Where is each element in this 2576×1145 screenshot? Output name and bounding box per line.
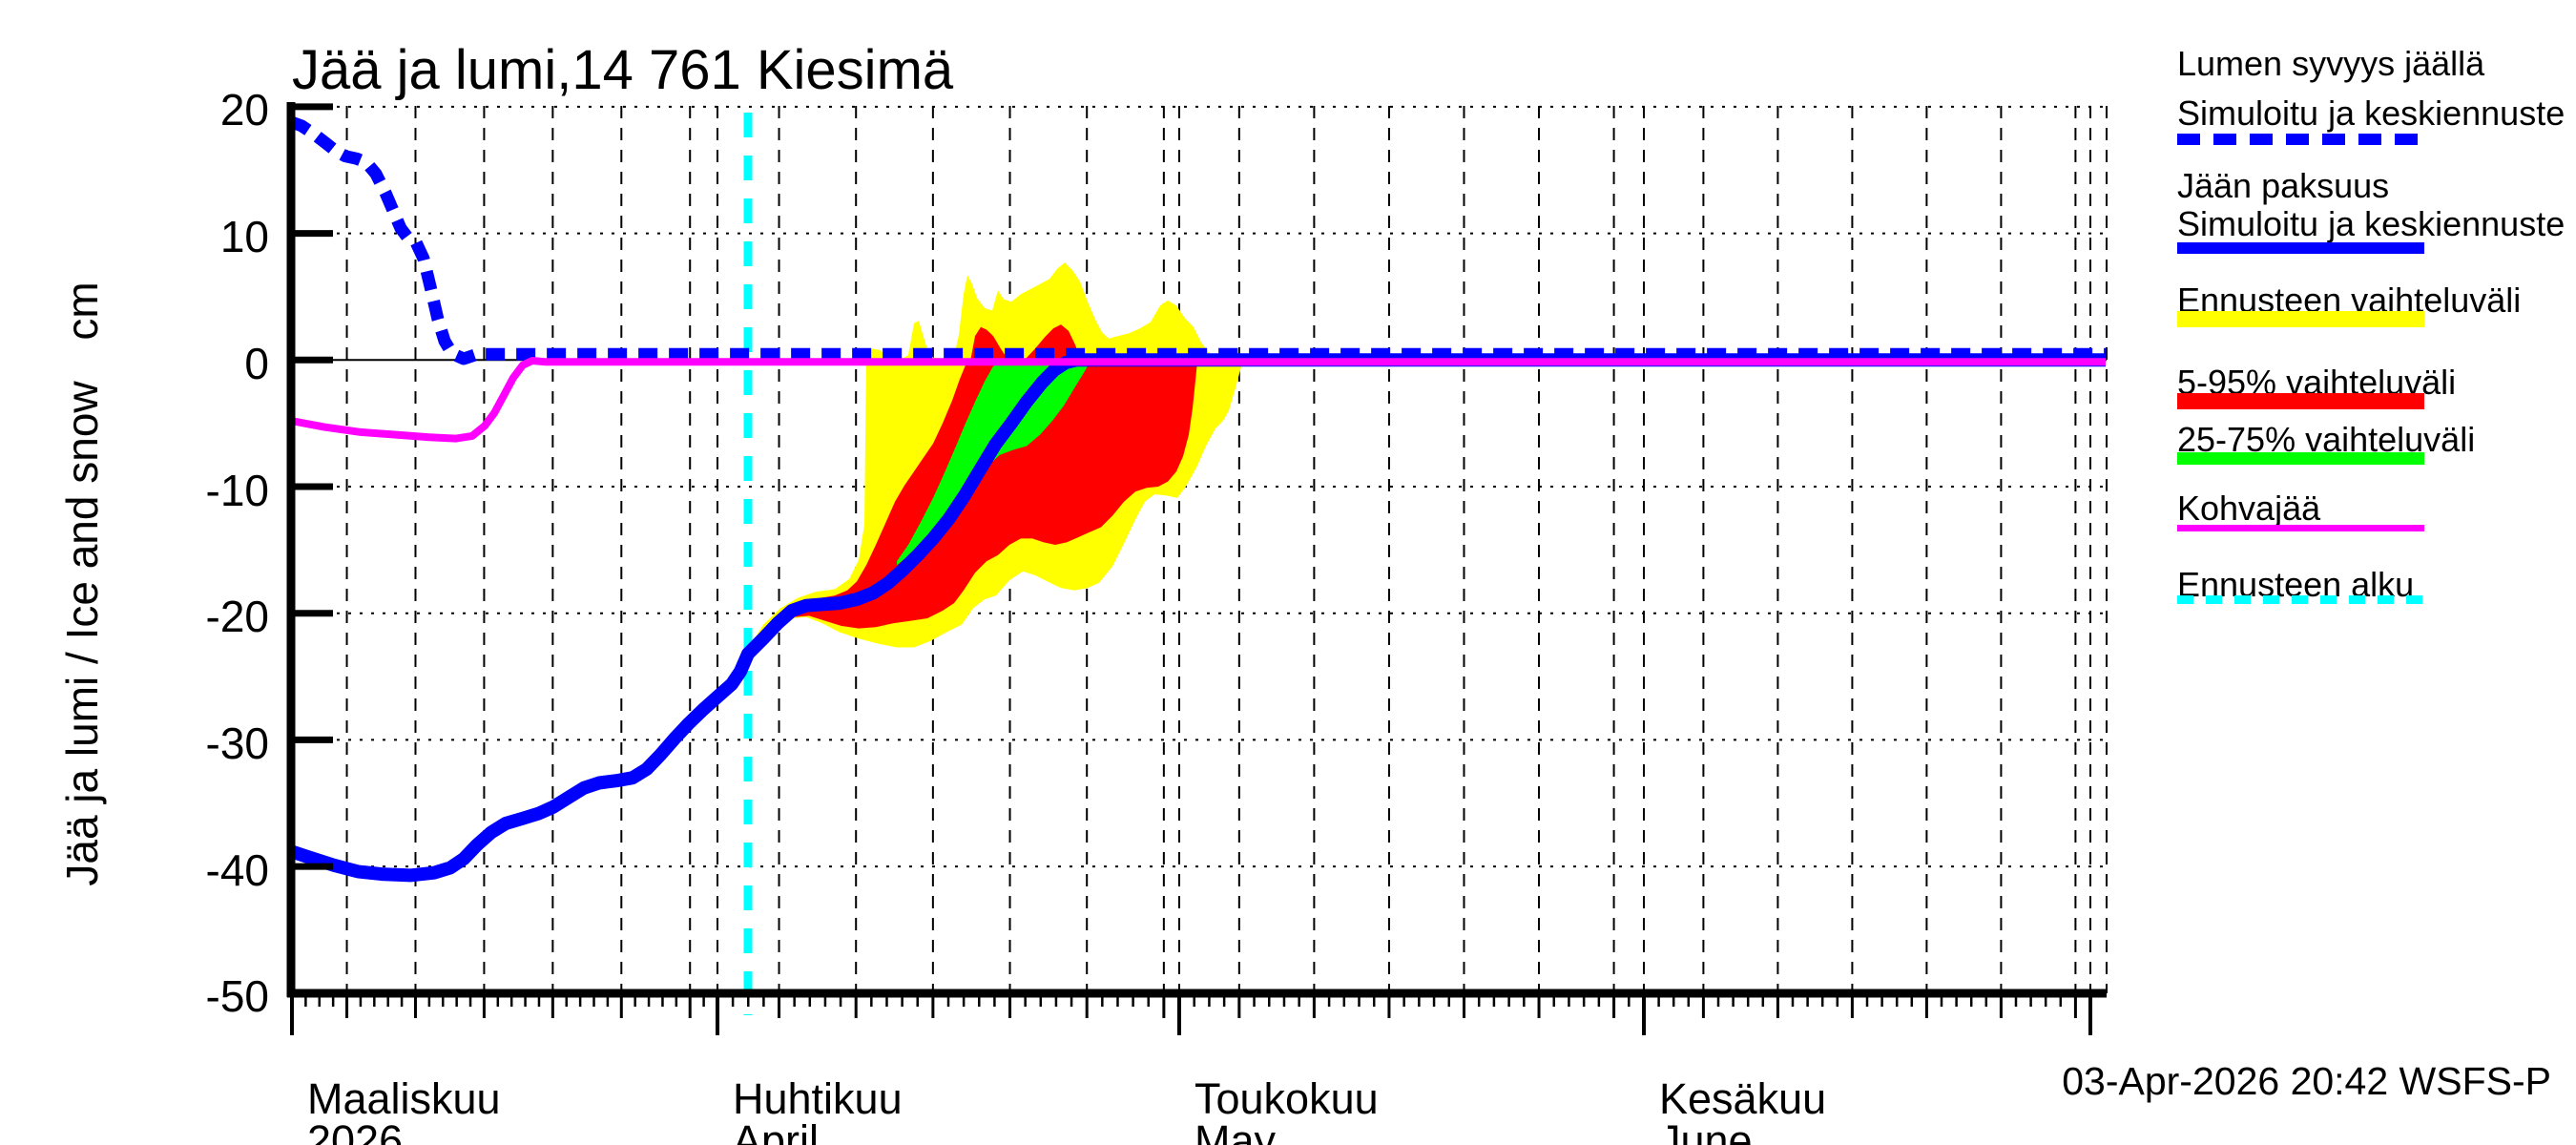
- y-tick-0: 0: [244, 339, 269, 388]
- month-label-may-en: May: [1195, 1116, 1277, 1145]
- y-tick-10: 10: [219, 212, 269, 261]
- y-tick-20: 20: [219, 85, 269, 135]
- chart-title: Jää ja lumi,14 761 Kiesimä: [292, 39, 954, 101]
- y-tick--20: -20: [205, 592, 269, 641]
- month-label-may-fi: Toukokuu: [1195, 1074, 1379, 1123]
- timestamp: 03-Apr-2026 20:42 WSFS-P: [2062, 1059, 2551, 1103]
- legend-item-kohvajaa: Kohvajää: [2177, 489, 2321, 528]
- legend-sample-ice-solid-blue: [2177, 242, 2424, 254]
- y-tick--40: -40: [205, 845, 269, 895]
- axes-and-ticks: [286, 102, 2107, 1035]
- legend-sample-yellow: [2177, 311, 2424, 327]
- month-label-april-en: April: [733, 1116, 820, 1145]
- legend-sample-red: [2177, 393, 2424, 409]
- y-axis-label: Jää ja lumi / Ice and snow: [57, 381, 107, 886]
- y-axis-unit-label: cm: [57, 281, 107, 341]
- y-tick--30: -30: [205, 718, 269, 768]
- legend-sample-cyan-dashed: [2177, 595, 2424, 604]
- data-series: [288, 115, 2106, 883]
- month-label-june-fi: Kesäkuu: [1659, 1074, 1827, 1123]
- gridlines: [291, 105, 2108, 993]
- legend-item-ice-line2: Simuloitu ja keskiennuste: [2177, 204, 2566, 243]
- legend-sample-snow-dashed-blue: [2177, 134, 2424, 145]
- legend-item-snow-line1: Lumen syvyys jäällä: [2177, 44, 2485, 83]
- legend-sample-magenta: [2177, 525, 2424, 531]
- year-label: 2026: [307, 1116, 404, 1145]
- month-label-april-fi: Huhtikuu: [733, 1074, 903, 1123]
- y-tick--50: -50: [205, 971, 269, 1021]
- forecast-bands: [748, 262, 1243, 656]
- month-label-june-en: June: [1659, 1116, 1753, 1145]
- y-tick--10: -10: [205, 466, 269, 515]
- legend-item-ice-line1: Jään paksuus: [2177, 166, 2390, 205]
- legend-item-snow-line2: Simuloitu ja keskiennuste: [2177, 94, 2566, 133]
- legend-sample-green: [2177, 452, 2424, 465]
- month-label-march: Maaliskuu: [307, 1074, 501, 1123]
